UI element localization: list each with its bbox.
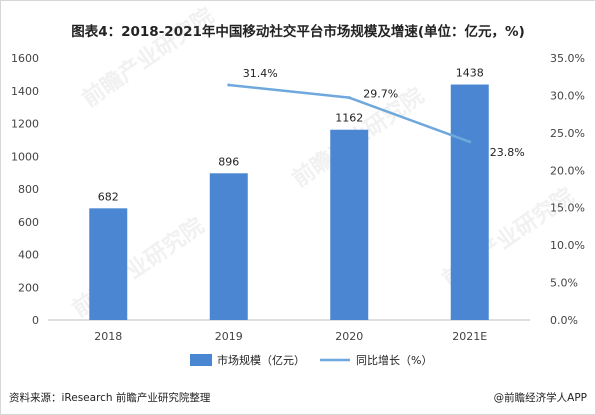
bar: [89, 208, 128, 320]
y-right-tick-label: 0.0%: [550, 314, 578, 327]
x-tick-label: 2021E: [452, 330, 487, 343]
chart-title: 图表4：2018-2021年中国移动社交平台市场规模及增速(单位：亿元，%): [71, 24, 525, 40]
y-left-tick-label: 1400: [11, 85, 39, 98]
y-right-tick-label: 20.0%: [550, 164, 585, 177]
growth-point: [347, 96, 351, 100]
growth-point: [468, 140, 472, 144]
growth-value-label: 23.8%: [490, 146, 525, 159]
y-left-tick-label: 1000: [11, 150, 39, 163]
brand-credit: @前瞻经济学人APP: [493, 392, 587, 404]
y-left-tick-label: 200: [18, 281, 39, 294]
y-right-tick-label: 25.0%: [550, 127, 585, 140]
growth-value-label: 29.7%: [363, 88, 398, 101]
bar-value-label: 896: [218, 155, 239, 168]
bar: [450, 84, 489, 320]
chart-plot: 0 200 400 600 800 1000 1200 1400 1600 0.0% 5.0% 10.…: [11, 52, 585, 367]
bar-value-label: 1438: [456, 67, 484, 80]
bar-value-label: 1162: [335, 112, 363, 125]
legend-bar-swatch: [190, 354, 212, 366]
legend-bar-label: 市场规模（亿元）: [217, 353, 305, 367]
bar: [209, 173, 248, 320]
y-right-tick-label: 30.0%: [550, 89, 585, 102]
y-left-tick-label: 0: [32, 314, 39, 327]
x-tick-label: 2020: [335, 330, 363, 343]
source-note: 资料来源：iResearch 前瞻产业研究院整理: [9, 392, 211, 404]
growth-value-label: 31.4%: [243, 67, 278, 80]
legend-line-label: 同比增长（%）: [356, 353, 432, 367]
y-right-tick-label: 35.0%: [550, 52, 585, 65]
y-right-tick-label: 10.0%: [550, 239, 585, 252]
x-tick-label: 2019: [215, 330, 243, 343]
x-tick-label: 2018: [94, 330, 122, 343]
y-right-tick-label: 5.0%: [550, 277, 578, 290]
bar-value-label: 682: [98, 190, 119, 203]
y-right-tick-label: 15.0%: [550, 202, 585, 215]
y-left-tick-label: 400: [18, 249, 39, 262]
y-left-tick-label: 1600: [11, 52, 39, 65]
growth-point: [227, 83, 231, 87]
y-left-tick-label: 1200: [11, 118, 39, 131]
y-left-tick-label: 600: [18, 216, 39, 229]
y-left-tick-label: 800: [18, 183, 39, 196]
bar: [330, 129, 369, 320]
